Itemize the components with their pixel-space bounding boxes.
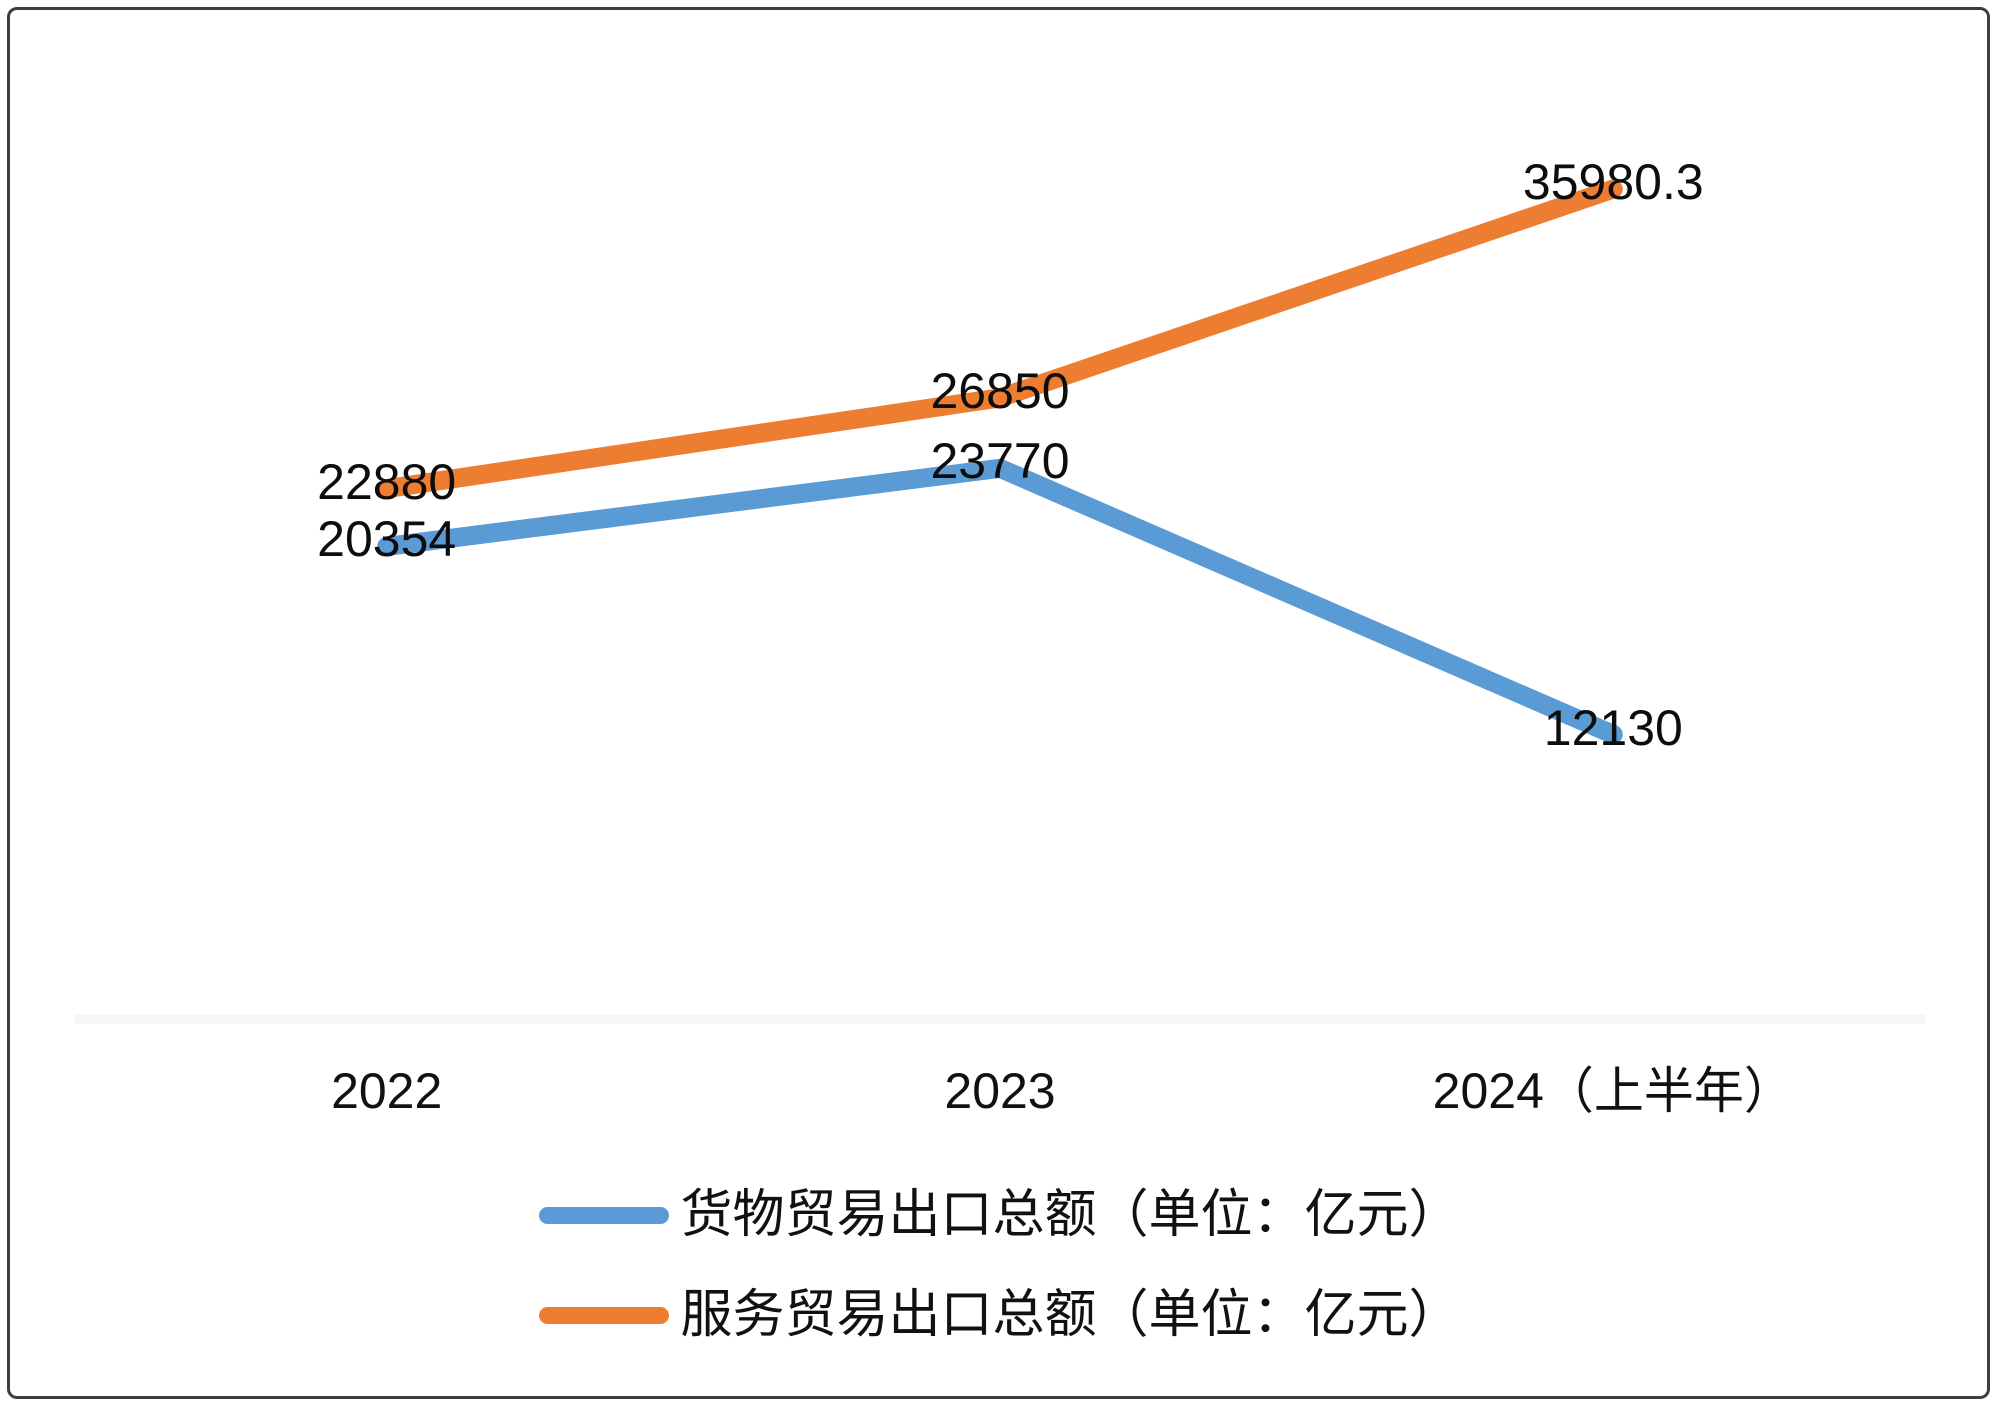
goods-series-line-marker-icon [538,1206,669,1224]
legend-item-services-trade: 服务贸易出口总额（单位：亿元） [538,1286,1461,1344]
data-label-services-trade-2023: 26850 [930,362,1070,419]
legend-label-goods-trade: 货物贸易出口总额（单位：亿元） [680,1186,1461,1244]
services-series-line-marker-icon [538,1306,669,1324]
series-lines [377,179,1623,744]
legend-item-goods-trade: 货物贸易出口总额（单位：亿元） [538,1186,1461,1244]
series-line-services-trade [377,179,1623,499]
data-label-services-trade-2024（上半年）: 35980.3 [1522,154,1704,210]
x-axis-label-2022: 2022 [331,1063,443,1119]
legend: 货物贸易出口总额（单位：亿元） 服务贸易出口总额（单位：亿元） [538,1186,1461,1344]
data-label-services-trade-2022: 22880 [317,453,457,510]
x-axis-label-2023: 2023 [944,1063,1056,1119]
legend-label-services-trade: 服务贸易出口总额（单位：亿元） [680,1286,1461,1344]
series-line-goods-trade [377,458,1623,744]
data-label-goods-trade-2022: 20354 [317,511,457,568]
data-label-goods-trade-2023: 23770 [930,433,1070,490]
x-axis-label-2024: 2024（上半年） [1432,1063,1794,1119]
chart-frame-border [7,7,1990,1399]
data-label-goods-trade-2024（上半年）: 12130 [1543,699,1683,756]
